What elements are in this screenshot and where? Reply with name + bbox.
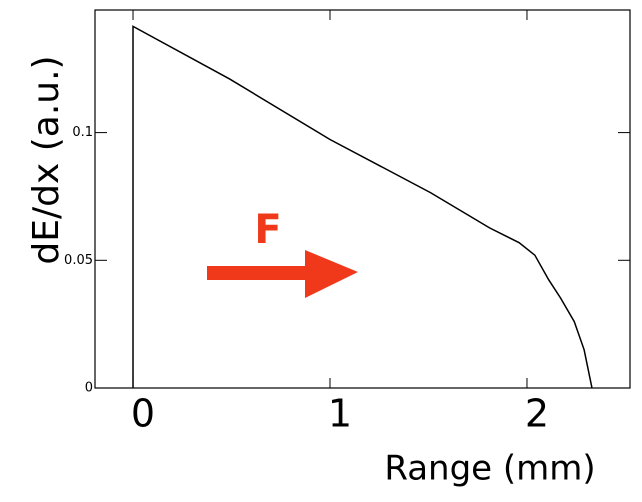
plot-area — [95, 10, 630, 389]
y-axis-label: dE/dx (a.u.) — [26, 55, 67, 264]
y-tick-label: 0 — [85, 381, 93, 396]
x-axis-label: Range (mm) — [384, 449, 595, 489]
plot-frame — [94, 9, 631, 389]
x-tick-label: 0 — [131, 392, 155, 436]
y-tick-label: 0.05 — [64, 253, 93, 268]
x-tick-label: 1 — [328, 392, 352, 436]
arrow — [207, 250, 358, 298]
x-tick-label: 2 — [525, 392, 549, 436]
y-tick-label: 0.1 — [72, 125, 93, 140]
data-line — [132, 25, 593, 389]
annotation: F — [254, 207, 281, 253]
